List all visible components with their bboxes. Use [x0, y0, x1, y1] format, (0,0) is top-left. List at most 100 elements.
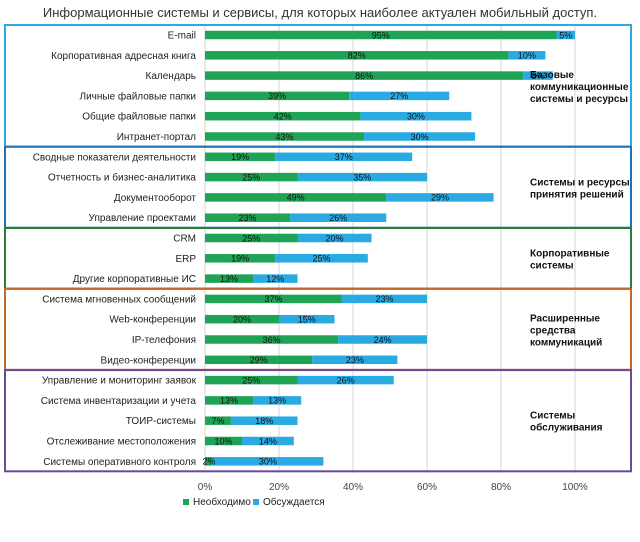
category-label: Документооборот — [114, 192, 197, 204]
category-label: Система инвентаризации и учета — [41, 396, 197, 407]
bar-segment — [205, 457, 213, 466]
bar-segment — [205, 30, 557, 40]
bar-segment — [205, 233, 298, 243]
bar-segment — [349, 91, 450, 101]
x-tick-label: 0% — [198, 482, 213, 493]
data-label: 42% — [274, 112, 292, 122]
bar-segment — [556, 30, 575, 40]
bar-segment — [205, 416, 231, 425]
category-label: Другие корпоративные ИС — [73, 274, 196, 285]
bar-segment — [205, 314, 279, 324]
bar-segment — [205, 294, 342, 304]
data-label: 2% — [202, 457, 215, 467]
data-label: 86% — [355, 71, 373, 81]
bar-segment — [205, 375, 298, 385]
data-label: 8% — [531, 71, 544, 81]
category-label: Web-конференции — [109, 314, 196, 326]
bar-segment — [253, 396, 302, 405]
bar-segment — [205, 213, 291, 222]
bars — [205, 30, 575, 466]
bar-segment — [205, 51, 509, 60]
data-label: 30% — [259, 457, 277, 467]
bar-segment — [205, 254, 276, 263]
legend-label: Обсуждается — [263, 496, 325, 508]
data-label: 37% — [264, 294, 282, 304]
bar-segment — [312, 355, 398, 365]
x-axis: 0% 20% 40% 60% 80% 100% — [198, 482, 588, 493]
bar-segment — [297, 375, 394, 385]
bar-segment — [242, 436, 294, 446]
data-label: 35% — [353, 172, 371, 182]
category-label: Управление проектами — [89, 213, 196, 224]
group-title: Системы и ресурсы — [530, 177, 630, 188]
bar-segment — [297, 233, 372, 243]
bar-segment — [205, 152, 276, 162]
bar-segment — [508, 51, 546, 60]
bar-segment — [205, 193, 387, 202]
data-label: 25% — [242, 172, 260, 182]
bar-segment — [205, 172, 298, 182]
data-label: 15% — [298, 315, 316, 325]
bar-segment — [279, 314, 335, 324]
data-label: 36% — [263, 335, 281, 345]
legend-label: Необходимо — [193, 496, 251, 508]
group-title: Базовые — [530, 70, 574, 81]
data-label: 27% — [390, 91, 408, 101]
bar-segment — [360, 111, 472, 121]
category-label: Календарь — [146, 71, 196, 82]
chart-title: Информационные системы и сервисы, для ко… — [43, 5, 597, 20]
group-title: системы и ресурсы — [530, 94, 628, 105]
category-label: Отслеживание местоположения — [47, 437, 196, 448]
bar-segment — [523, 71, 553, 80]
bar-segment — [205, 111, 361, 121]
data-label: 29% — [431, 193, 449, 203]
group-frame — [4, 369, 632, 473]
data-label: 30% — [407, 112, 425, 122]
data-label: 29% — [250, 355, 268, 365]
data-label: 7% — [211, 416, 224, 426]
category-label: Сводные показатели деятельности — [33, 152, 196, 163]
category-label: Интранет-портал — [117, 132, 196, 143]
bar-segment — [230, 416, 298, 425]
group-title: Расширенные — [530, 313, 600, 324]
category-label: Управление и мониторинг заявок — [42, 376, 197, 387]
category-label: Системы оперативного контроля — [43, 457, 196, 468]
data-label: 25% — [242, 233, 260, 243]
data-label: 19% — [231, 254, 249, 264]
data-label: 37% — [335, 152, 353, 162]
data-label: 43% — [276, 132, 294, 142]
category-label: ТОИР-системы — [126, 416, 196, 427]
group-title: коммуникационные — [530, 82, 629, 93]
legend-swatch — [183, 499, 189, 505]
bar-segment — [205, 436, 242, 446]
bar-segment — [205, 274, 254, 283]
category-label: IP-телефония — [132, 334, 196, 346]
x-tick-label: 80% — [491, 482, 511, 493]
group-title: обслуживания — [530, 422, 603, 434]
data-label: 23% — [346, 355, 364, 365]
bar-segment — [205, 132, 365, 141]
bar-segment — [205, 91, 350, 101]
data-label: 13% — [220, 274, 238, 284]
bar-segment — [205, 335, 339, 344]
data-label: 30% — [411, 132, 429, 142]
data-label: 13% — [220, 396, 238, 406]
data-label: 26% — [329, 213, 347, 223]
bar-segment — [338, 335, 427, 344]
data-label: 13% — [268, 396, 286, 406]
bar-segment — [275, 152, 413, 162]
group-title: коммуникаций — [530, 337, 602, 348]
data-label: 82% — [348, 51, 366, 61]
x-tick-label: 100% — [562, 482, 588, 493]
bar-segment — [386, 193, 494, 202]
category-label: Система мгновенных сообщений — [42, 293, 196, 305]
data-label: 19% — [231, 152, 249, 162]
data-label: 18% — [255, 416, 273, 426]
bar-segment — [205, 396, 254, 405]
x-tick-label: 60% — [417, 482, 437, 493]
data-label: 14% — [259, 436, 277, 446]
group-title: Системы — [530, 411, 575, 422]
legend-swatch — [253, 499, 259, 505]
